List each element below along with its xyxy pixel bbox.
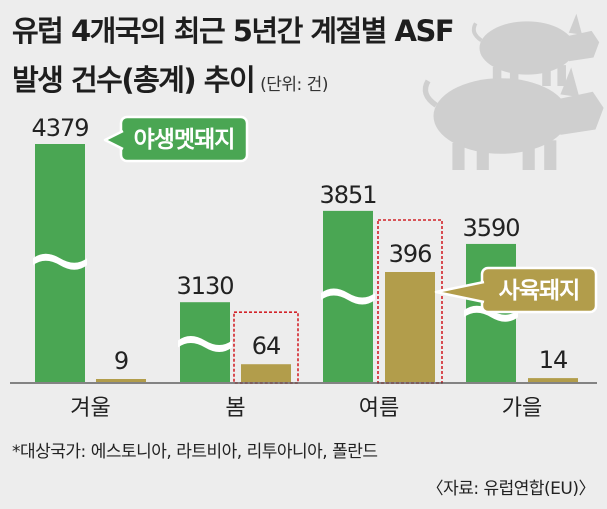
chart-title-line2: 발생 건수(총계) 추이 (단위: 건) <box>12 57 328 99</box>
axis-break-mark <box>464 305 518 322</box>
legend-item: 야생멧돼지 <box>103 115 249 163</box>
source-note: 〈자료: 유럽연합(EU)〉 <box>426 479 596 499</box>
axis-break-mark <box>33 253 87 270</box>
bar-farm-pig <box>241 364 291 382</box>
bar-farm-pig <box>385 272 435 382</box>
value-label-wild-boar: 3130 <box>176 272 233 300</box>
value-label-wild-boar: 3590 <box>462 214 519 242</box>
legend-label: 야생멧돼지 <box>134 127 235 153</box>
value-label-farm-pig: 9 <box>114 347 128 375</box>
bar-farm-pig <box>528 378 578 382</box>
highlight-box <box>377 219 443 384</box>
axis-break-mark <box>178 336 232 353</box>
chart-title-text: 발생 건수(총계) 추이 <box>12 63 256 97</box>
category-label: 봄 <box>225 396 245 421</box>
category-label: 겨울 <box>70 396 110 421</box>
legend-label: 사육돼지 <box>499 278 580 304</box>
category-label: 여름 <box>359 396 399 421</box>
bar-farm-pig <box>96 379 146 382</box>
value-label-wild-boar: 4379 <box>31 114 88 142</box>
axis-break-mark <box>321 288 375 305</box>
value-label-farm-pig: 64 <box>252 332 281 360</box>
category-label: 가을 <box>502 396 542 421</box>
value-label-wild-boar: 3851 <box>319 181 376 209</box>
value-label-farm-pig: 396 <box>389 240 432 268</box>
pig-silhouette-icon <box>422 13 604 170</box>
legend-item: 사육돼지 <box>434 266 598 314</box>
footnote: *대상국가: 에스토니아, 라트비아, 리투아니아, 폴란드 <box>12 442 378 462</box>
legend-pointer <box>434 280 485 304</box>
legend-pointer <box>103 129 124 151</box>
value-label-farm-pig: 14 <box>539 346 568 374</box>
chart-title-line1: 유럽 4개국의 최근 5년간 계절별 ASF <box>12 14 455 48</box>
unit-label: (단위: 건) <box>260 75 328 95</box>
